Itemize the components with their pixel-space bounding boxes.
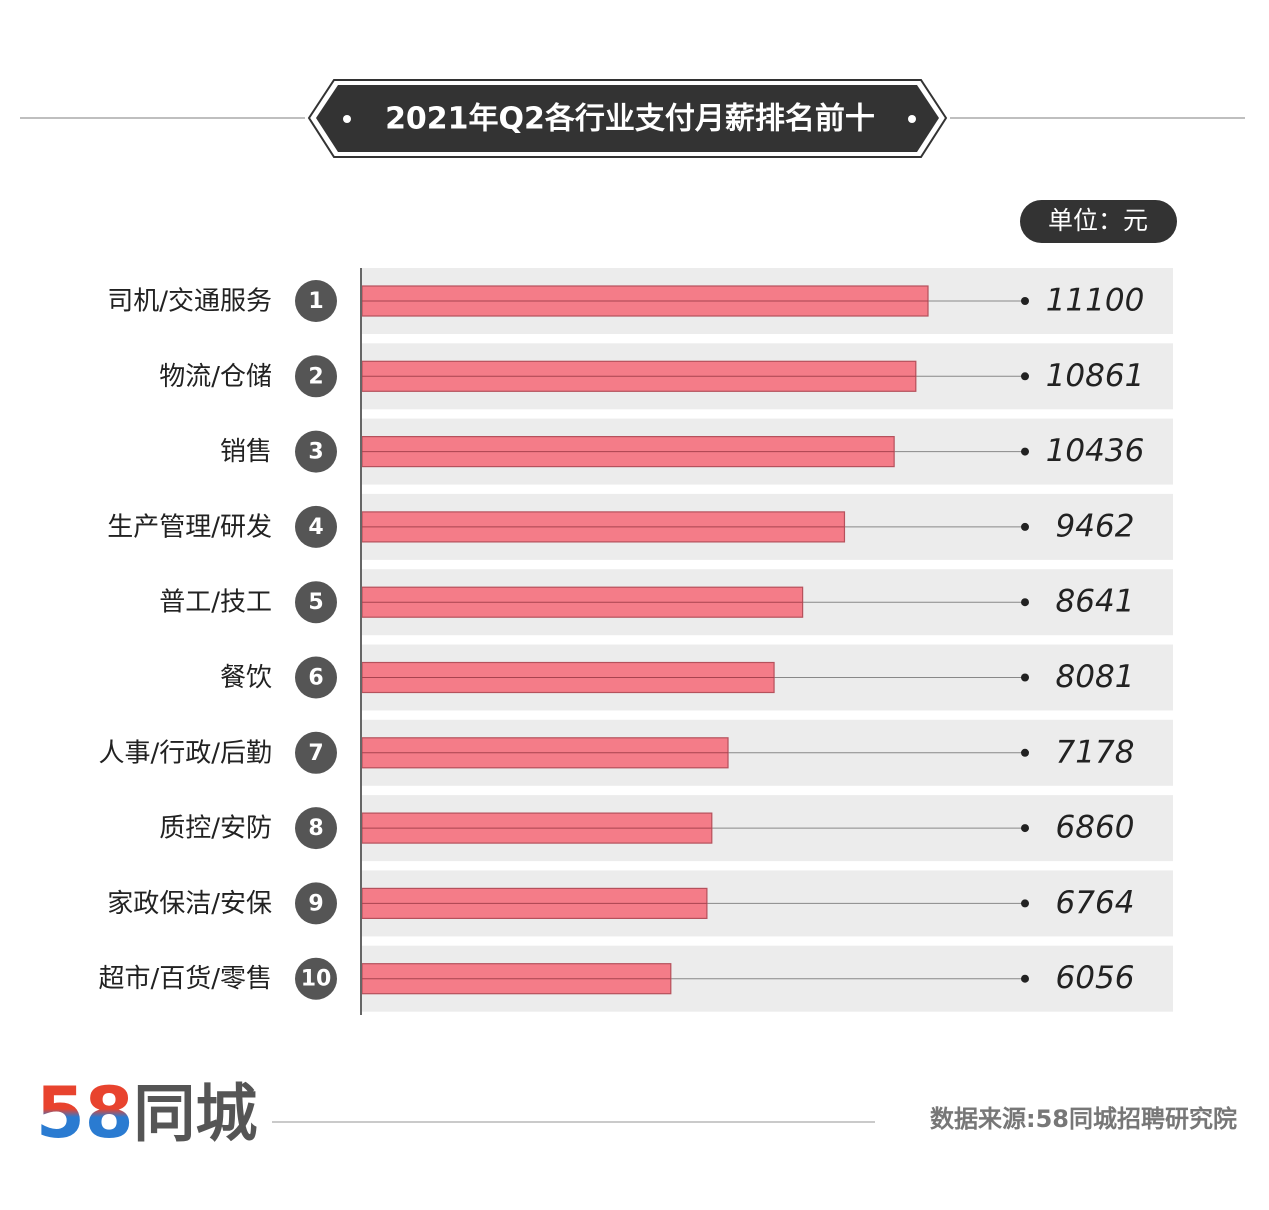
- unit-pill: [1020, 200, 1177, 243]
- value-label: 10861: [1046, 358, 1145, 394]
- rank-label: 5: [308, 590, 323, 615]
- source: 数据来源:58同城招聘研究院: [930, 1105, 1237, 1133]
- logo-name: 同城: [133, 1077, 257, 1150]
- category-label: 销售: [220, 437, 272, 467]
- value-label: 9462: [1056, 508, 1135, 544]
- title-frame: [307, 79, 948, 158]
- leader-dot: [1021, 974, 1029, 983]
- rank-badge: [295, 882, 337, 925]
- value-label: 8081: [1056, 659, 1135, 695]
- rank-label: 10: [301, 967, 332, 992]
- value-label: 8641: [1056, 584, 1135, 620]
- rank-badge: [295, 731, 337, 774]
- rank-label: 8: [308, 816, 323, 841]
- rank-badge: [295, 656, 337, 699]
- leader-dot: [1021, 673, 1029, 682]
- value-label: 6860: [1056, 810, 1135, 846]
- category-label: 物流/仓储: [159, 362, 272, 392]
- rank-label: 9: [308, 891, 323, 916]
- leader-dot: [1021, 899, 1029, 908]
- unit-label: 单位：元: [1048, 206, 1148, 235]
- rank-badge: [295, 581, 337, 624]
- rank-badge: [295, 807, 337, 850]
- value-label: 6764: [1056, 885, 1135, 921]
- rank-badge: [295, 355, 337, 398]
- leader-dot: [1021, 372, 1029, 381]
- leader-dot: [1021, 522, 1029, 531]
- category-label: 生产管理/研发: [107, 512, 272, 542]
- rank-badge: [295, 957, 337, 1000]
- category-label: 家政保洁/安保: [107, 889, 272, 919]
- rank-label: 4: [308, 515, 323, 540]
- category-label: 质控/安防: [159, 814, 272, 844]
- title-dot: [343, 115, 351, 123]
- value-label: 7178: [1056, 734, 1135, 770]
- logo: 58同城: [36, 1072, 257, 1154]
- title-dot: [908, 115, 916, 123]
- value-label: 6056: [1056, 960, 1135, 996]
- rank-badge: [295, 505, 337, 548]
- rank-label: 6: [308, 666, 323, 691]
- value-label: 10436: [1046, 433, 1145, 469]
- category-label: 人事/行政/后勤: [98, 738, 272, 768]
- rank-label: 1: [308, 289, 323, 314]
- category-label: 司机/交通服务: [107, 287, 272, 317]
- category-label: 超市/百货/零售: [98, 964, 272, 994]
- logo-digits: 58: [36, 1072, 133, 1154]
- leader-dot: [1021, 748, 1029, 757]
- rank-label: 3: [308, 440, 323, 465]
- leader-dot: [1021, 447, 1029, 456]
- category-label: 普工/技工: [159, 588, 272, 618]
- rows: 司机/交通服务 1 11100 物流/仓储 2 10861 销售 3 10436 生产管理/研发 4…: [98, 268, 1173, 1012]
- category-label: 餐饮: [220, 663, 272, 693]
- rank-label: 2: [308, 364, 323, 389]
- leader-dot: [1021, 598, 1029, 607]
- value-label: 11100: [1046, 283, 1145, 319]
- chart-title: 2021年Q2各行业支付月薪排名前十: [385, 102, 875, 137]
- title-banner: [316, 85, 939, 152]
- rank-badge: [295, 430, 337, 473]
- rank-label: 7: [308, 741, 323, 766]
- rank-badge: [295, 280, 337, 322]
- leader-dot: [1021, 824, 1029, 833]
- leader-dot: [1021, 297, 1029, 305]
